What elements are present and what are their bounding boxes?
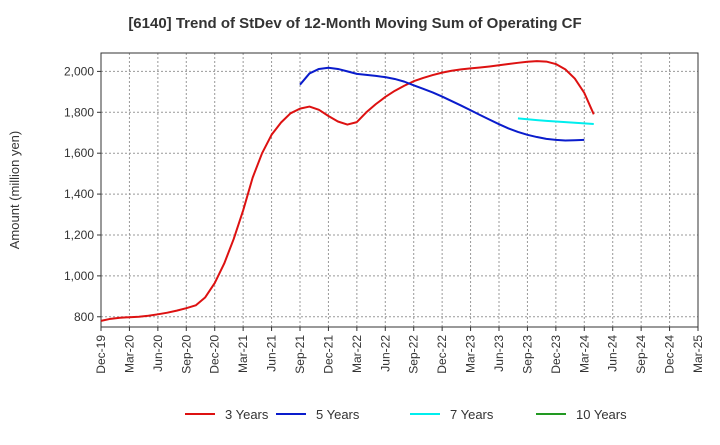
legend-label-5-years: 5 Years (316, 407, 360, 422)
x-tick-label: Jun-24 (606, 335, 620, 372)
x-axis-ticks: Dec-19 Mar-20 Jun-20 Sep-20 Dec-20 Mar-21 Jun-… (94, 327, 705, 374)
x-tick-label: Mar-22 (350, 335, 364, 373)
series-line-3-years (100, 60, 595, 322)
x-tick-label: Mar-20 (122, 335, 136, 373)
x-tick-label: Dec-21 (321, 335, 335, 374)
chart-title: [6140] Trend of StDev of 12-Month Moving… (128, 15, 581, 32)
legend-label-7-years: 7 Years (450, 407, 494, 422)
legend: 3 Years 5 Years 7 Years 10 Years (185, 407, 627, 422)
legend-label-10-years: 10 Years (576, 407, 627, 422)
grid-lines (101, 53, 698, 327)
series-lines (100, 60, 595, 322)
series-line-7-years (517, 117, 594, 125)
series-line-5-years (299, 66, 585, 142)
x-tick-label: Dec-22 (435, 335, 449, 374)
legend-label-3-years: 3 Years (225, 407, 269, 422)
y-tick-label: 1,200 (64, 228, 94, 242)
x-tick-label: Dec-24 (663, 335, 677, 374)
x-tick-label: Dec-20 (208, 335, 222, 374)
x-tick-label: Jun-22 (378, 335, 392, 372)
y-tick-label: 1,800 (64, 105, 94, 119)
x-tick-label: Mar-25 (691, 335, 705, 373)
x-tick-label: Jun-21 (265, 335, 279, 372)
y-tick-label: 1,000 (64, 269, 94, 283)
x-tick-label: Sep-20 (179, 335, 193, 374)
y-tick-label: 1,600 (64, 146, 94, 160)
x-tick-label: Mar-24 (577, 335, 591, 373)
x-tick-label: Dec-19 (94, 335, 108, 374)
y-tick-label: 2,000 (64, 64, 94, 78)
y-tick-label: 800 (74, 310, 94, 324)
x-tick-label: Sep-22 (407, 335, 421, 374)
plot-border (100, 52, 699, 328)
x-tick-label: Sep-23 (520, 335, 534, 374)
x-tick-label: Dec-23 (549, 335, 563, 374)
plot-area (101, 53, 698, 327)
y-axis-label: Amount (million yen) (7, 131, 22, 250)
y-axis-ticks: 800 1,000 1,200 1,400 1,600 1,800 2,000 (64, 64, 101, 324)
x-tick-label: Sep-21 (293, 335, 307, 374)
x-tick-label: Jun-23 (492, 335, 506, 372)
x-tick-label: Mar-21 (236, 335, 250, 373)
x-tick-label: Sep-24 (634, 335, 648, 374)
y-tick-label: 1,400 (64, 187, 94, 201)
x-tick-label: Mar-23 (464, 335, 478, 373)
x-tick-label: Jun-20 (151, 335, 165, 372)
